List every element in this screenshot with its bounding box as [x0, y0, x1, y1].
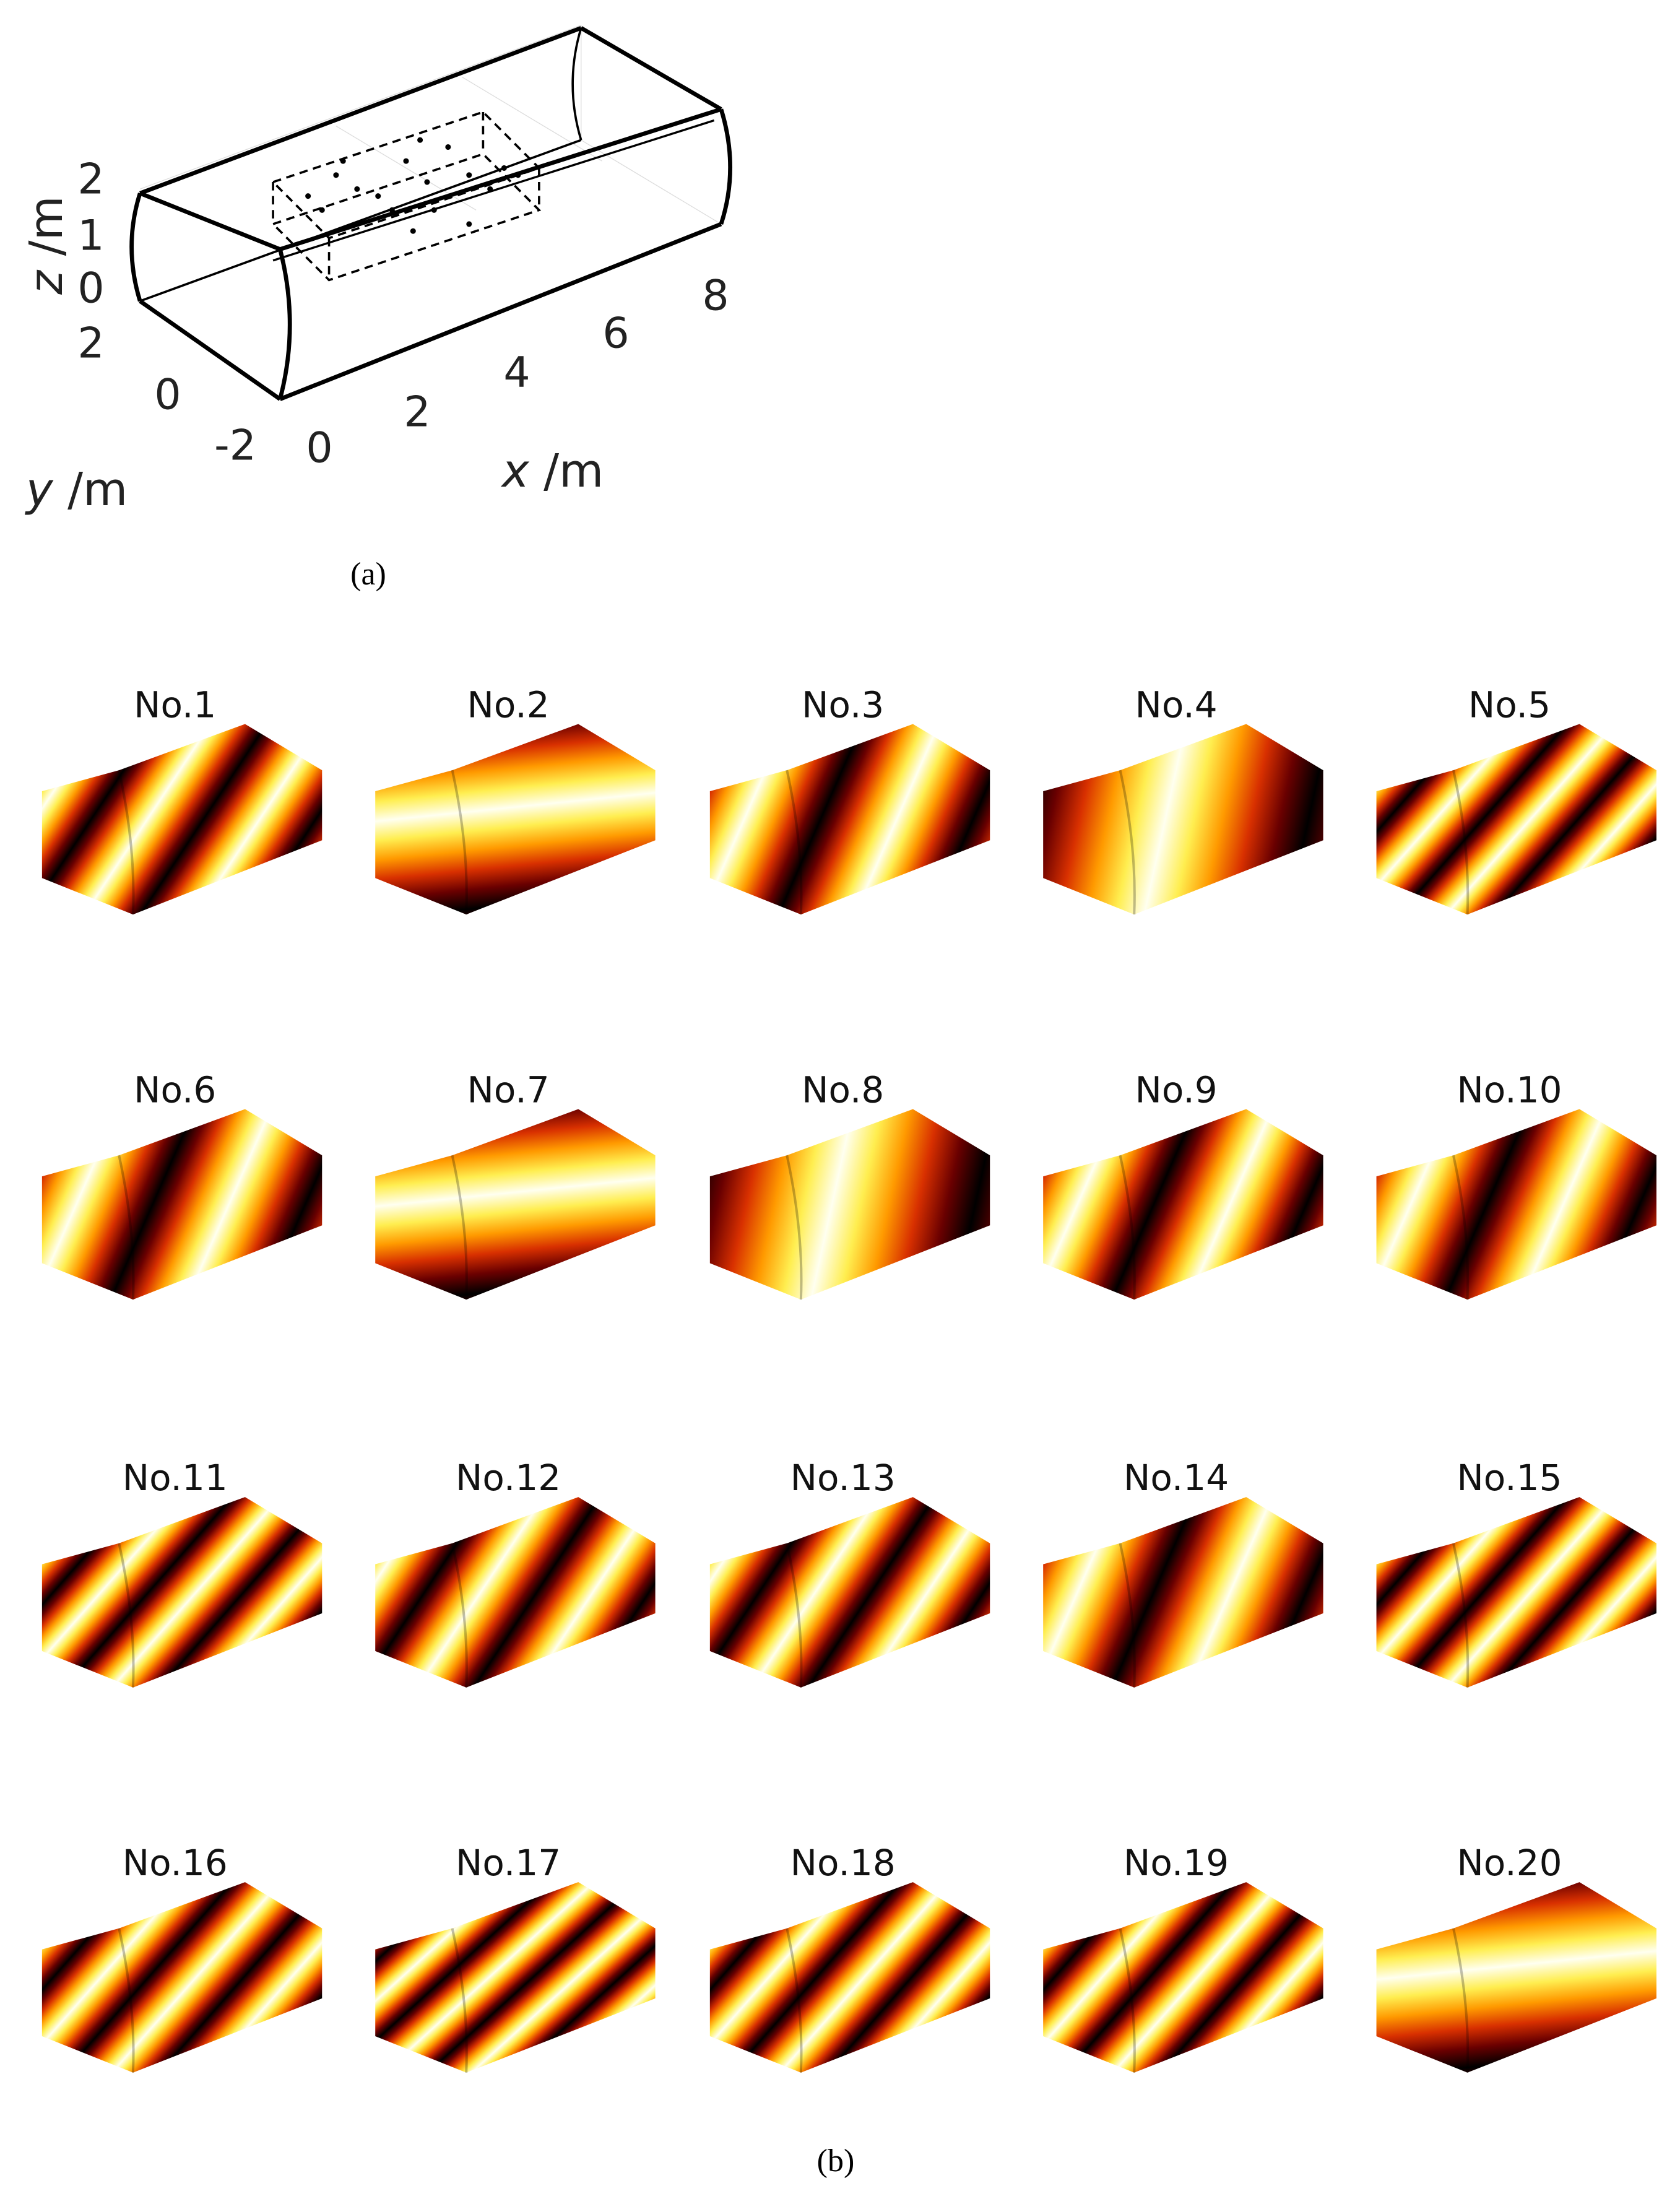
mode-title: No.10 — [1457, 1069, 1562, 1111]
mode-shape — [709, 1109, 990, 1300]
mode-face-edge — [118, 1543, 135, 1688]
mode-face-edge — [1119, 770, 1136, 915]
mode-shape — [41, 1109, 323, 1300]
y-label: y /m — [25, 463, 128, 516]
x-label: x /m — [501, 445, 604, 498]
axis-unit: /m — [67, 463, 128, 516]
axis-symbol: z — [20, 269, 73, 295]
z-tick-label: 0 — [77, 264, 104, 313]
mode-face-edge — [451, 1543, 468, 1688]
y-tick-label: -2 — [214, 422, 256, 471]
mode-shape — [41, 724, 323, 915]
mode-title: No.8 — [802, 1069, 884, 1111]
mode-face-edge — [786, 1543, 803, 1688]
axis-symbol: y — [25, 463, 54, 516]
sensor-points — [305, 137, 521, 234]
mode-shape — [375, 1497, 656, 1688]
mode-title: No.7 — [467, 1069, 550, 1111]
axis-unit: /m — [20, 196, 73, 256]
mode-title: No.16 — [123, 1842, 228, 1884]
mode-shape — [1376, 724, 1656, 915]
caption: (a) — [350, 557, 386, 592]
mode-face-edge — [1452, 770, 1470, 915]
z-tick-label: 1 — [77, 212, 104, 261]
z-label: z /m — [20, 196, 73, 295]
mode-face-edge — [1452, 1543, 1470, 1688]
mode-title: No.5 — [1468, 683, 1551, 726]
mode-shape — [1376, 1109, 1656, 1300]
mode-face-edge — [118, 1155, 135, 1300]
mode-title: No.20 — [1457, 1842, 1562, 1884]
mode-title: No.17 — [456, 1842, 561, 1884]
mode-title: No.12 — [456, 1457, 561, 1499]
mode-shape — [1043, 1882, 1323, 2073]
x-tick-label: 8 — [702, 272, 729, 321]
x-tick-label: 0 — [306, 424, 332, 473]
mode-shape — [1043, 1497, 1323, 1688]
caption: (b) — [817, 2143, 855, 2179]
mode-title: No.9 — [1135, 1069, 1217, 1111]
mode-face-edge — [1119, 1155, 1136, 1300]
mode-face-edge — [118, 770, 135, 915]
mode-face-edge — [451, 770, 468, 915]
x-tick-label: 2 — [404, 388, 430, 437]
mode-title: No.19 — [1124, 1842, 1229, 1884]
inner-box — [271, 110, 542, 282]
mode-shape — [1376, 1882, 1656, 2073]
mode-face-edge — [786, 1155, 803, 1300]
mode-face-edge — [1119, 1928, 1136, 2073]
mode-face-edge — [451, 1928, 468, 2073]
mode-face-edge — [786, 770, 803, 915]
y-tick-label: 2 — [77, 319, 104, 368]
mode-face-edge — [786, 1928, 803, 2073]
z-tick-label: 2 — [77, 155, 104, 204]
mode-face-edge — [118, 1928, 135, 2073]
mode-face-edge — [1452, 1155, 1470, 1300]
axis-symbol: x — [501, 445, 530, 498]
x-tick-label: 4 — [503, 349, 530, 397]
mode-shape — [375, 1882, 656, 2073]
mode-shape — [1376, 1497, 1656, 1688]
mode-title: No.14 — [1124, 1457, 1229, 1499]
mode-face-edge — [451, 1155, 468, 1300]
mode-title: No.6 — [134, 1069, 216, 1111]
mode-title: No.1 — [134, 683, 216, 726]
mode-shape — [709, 1882, 990, 2073]
mode-shape — [709, 724, 990, 915]
mode-title: No.15 — [1457, 1457, 1562, 1499]
mode-shape — [41, 1497, 323, 1688]
mode-shape — [375, 1109, 656, 1300]
mode-title: No.18 — [790, 1842, 896, 1884]
mode-title: No.3 — [802, 683, 884, 726]
mode-shape — [41, 1882, 323, 2073]
mode-shape — [1043, 1109, 1323, 1300]
y-tick-label: 0 — [154, 371, 181, 420]
x-tick-label: 6 — [602, 310, 629, 358]
mode-shape — [709, 1497, 990, 1688]
axis-unit: /m — [543, 445, 604, 498]
mode-shape — [1043, 724, 1323, 915]
cylinder-outline — [129, 26, 733, 401]
mode-title: No.2 — [467, 683, 550, 726]
mode-face-edge — [1452, 1928, 1470, 2073]
mode-title: No.4 — [1135, 683, 1217, 726]
cylinder-plot — [129, 25, 733, 401]
mode-title: No.11 — [123, 1457, 228, 1499]
mode-face-edge — [1119, 1543, 1136, 1688]
mode-title: No.13 — [790, 1457, 896, 1499]
mode-shape — [375, 724, 656, 915]
